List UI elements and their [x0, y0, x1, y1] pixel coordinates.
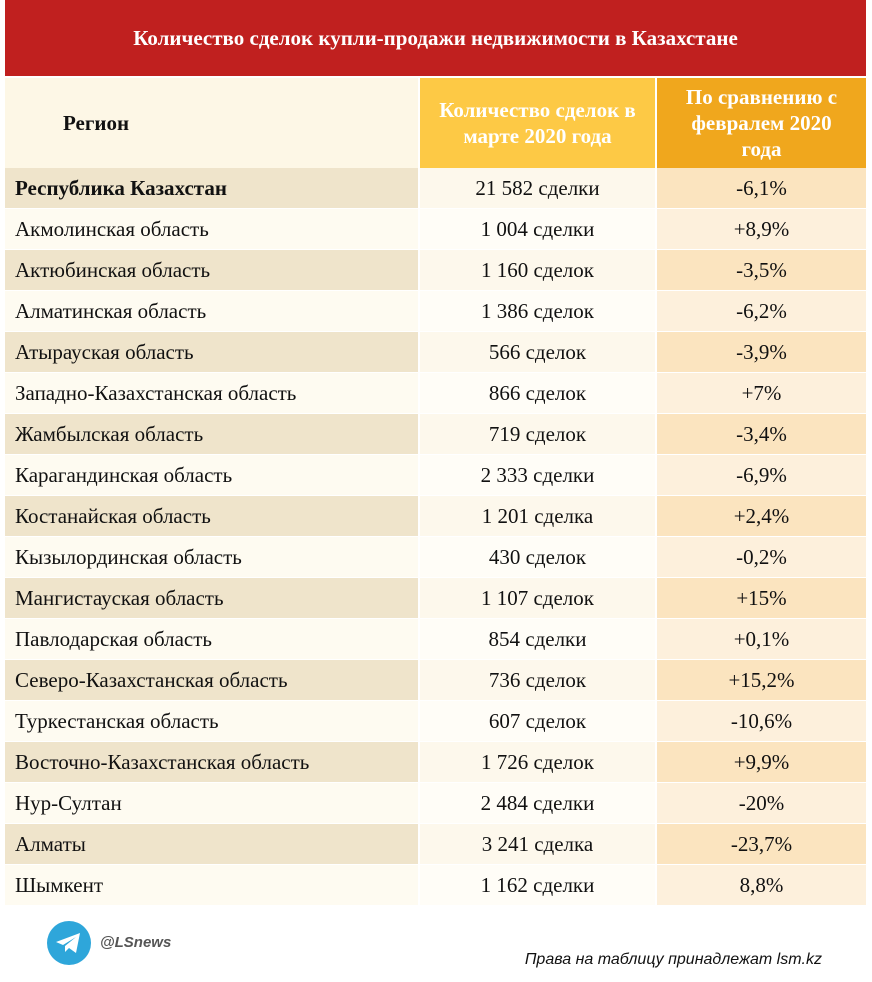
table-cell: +8,9%: [657, 209, 866, 249]
credit: Права на таблицу принадлежат lsm.kz: [524, 951, 822, 968]
table-cell: 1 386 сделок: [420, 291, 655, 331]
table-cell: Мангистауская область: [5, 578, 418, 618]
table-cell: Западно-Казахстанская область: [5, 373, 418, 413]
table-cell: Павлодарская область: [5, 619, 418, 659]
title: Количество сделок купли-продажи недвижим…: [5, 0, 866, 76]
table-cell: 1 726 сделок: [420, 742, 655, 782]
table-cell: 607 сделок: [420, 701, 655, 741]
table-cell: Костанайская область: [5, 496, 418, 536]
table-cell: 8,8%: [657, 865, 866, 905]
table-cell: Актюбинская область: [5, 250, 418, 290]
table-cell: 3 241 сделка: [420, 824, 655, 864]
column-header: Количество сделок в марте 2020 года: [420, 78, 655, 168]
table-cell: -3,4%: [657, 414, 866, 454]
table-cell: 21 582 сделки: [420, 168, 655, 208]
handle: @LSnews: [100, 934, 172, 951]
table-cell: 719 сделок: [420, 414, 655, 454]
column-header: По сравнению с февралем 2020 года: [657, 78, 866, 168]
table-cell: Атырауская область: [5, 332, 418, 372]
table-cell: 1 107 сделок: [420, 578, 655, 618]
table-cell: Нур-Султан: [5, 783, 418, 823]
table-cell: 866 сделок: [420, 373, 655, 413]
table-cell: Жамбылская область: [5, 414, 418, 454]
table-cell: +7%: [657, 373, 866, 413]
table-cell: Акмолинская область: [5, 209, 418, 249]
table-cell: 854 сделки: [420, 619, 655, 659]
table-cell: Алматы: [5, 824, 418, 864]
table-cell: -0,2%: [657, 537, 866, 577]
table-cell: +15%: [657, 578, 866, 618]
table-cell: 1 201 сделка: [420, 496, 655, 536]
table-cell: 430 сделок: [420, 537, 655, 577]
table-cell: Восточно-Казахстанская область: [5, 742, 418, 782]
table-cell: -10,6%: [657, 701, 866, 741]
table-cell: 1 162 сделки: [420, 865, 655, 905]
table-cell: -3,5%: [657, 250, 866, 290]
table-cell: 1 004 сделки: [420, 209, 655, 249]
table-cell: Республика Казахстан: [5, 168, 418, 208]
table-cell: 1 160 сделок: [420, 250, 655, 290]
table-cell: +2,4%: [657, 496, 866, 536]
table-cell: -23,7%: [657, 824, 866, 864]
table-cell: -6,1%: [657, 168, 866, 208]
table-cell: 566 сделок: [420, 332, 655, 372]
table-cell: -20%: [657, 783, 866, 823]
table-cell: Карагандинская область: [5, 455, 418, 495]
column-header: Регион: [5, 78, 418, 168]
table-cell: 2 333 сделки: [420, 455, 655, 495]
table-cell: +15,2%: [657, 660, 866, 700]
table-cell: Алматинская область: [5, 291, 418, 331]
table-cell: Северо-Казахстанская область: [5, 660, 418, 700]
table-cell: -3,9%: [657, 332, 866, 372]
table-cell: +0,1%: [657, 619, 866, 659]
table-cell: Шымкент: [5, 865, 418, 905]
table-cell: Туркестанская область: [5, 701, 418, 741]
table-cell: -6,9%: [657, 455, 866, 495]
table-cell: -6,2%: [657, 291, 866, 331]
table-cell: +9,9%: [657, 742, 866, 782]
table-cell: Кызылординская область: [5, 537, 418, 577]
telegram-icon: [47, 921, 91, 965]
table-cell: 2 484 сделки: [420, 783, 655, 823]
table-cell: 736 сделок: [420, 660, 655, 700]
